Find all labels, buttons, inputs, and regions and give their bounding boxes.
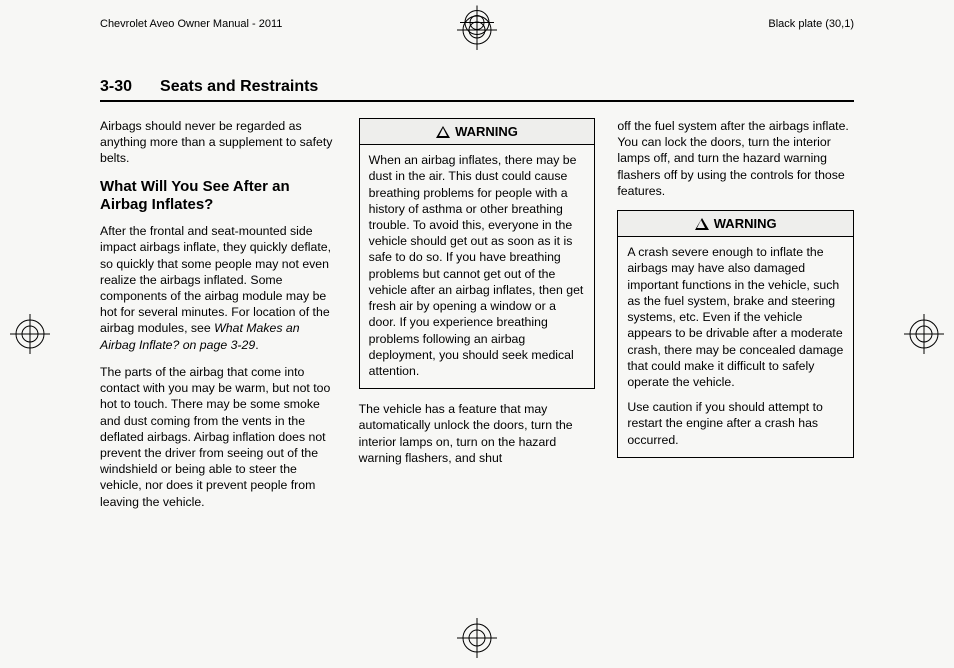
warning-header: WARNING bbox=[618, 211, 853, 237]
warning-text: A crash severe enough to inflate the air… bbox=[627, 244, 844, 390]
body-paragraph: The parts of the airbag that come into c… bbox=[100, 364, 337, 510]
body-paragraph: The vehicle has a feature that may autom… bbox=[359, 401, 596, 466]
warning-box: WARNING When an airbag inflates, there m… bbox=[359, 118, 596, 389]
warning-text: Use caution if you should attempt to res… bbox=[627, 399, 844, 448]
warning-header: WARNING bbox=[360, 119, 595, 145]
page-content: 3-30 Seats and Restraints Airbags should… bbox=[100, 78, 854, 604]
column-2: WARNING When an airbag inflates, there m… bbox=[359, 118, 596, 521]
warning-text: When an airbag inflates, there may be du… bbox=[369, 152, 586, 379]
crop-mark-right bbox=[904, 314, 944, 354]
warning-label: WARNING bbox=[455, 123, 518, 140]
column-3: off the fuel system after the airbags in… bbox=[617, 118, 854, 521]
warning-icon bbox=[436, 126, 450, 138]
column-1: Airbags should never be regarded as anyt… bbox=[100, 118, 337, 521]
title-row: 3-30 Seats and Restraints bbox=[100, 78, 854, 102]
body-text: . bbox=[255, 338, 258, 352]
warning-body: When an airbag inflates, there may be du… bbox=[360, 145, 595, 388]
header-doc-title: Chevrolet Aveo Owner Manual - 2011 bbox=[100, 18, 282, 30]
page-number: 3-30 bbox=[100, 78, 132, 96]
warning-body: A crash severe enough to inflate the air… bbox=[618, 237, 853, 457]
warning-label: WARNING bbox=[714, 215, 777, 232]
body-paragraph: After the frontal and seat-mounted side … bbox=[100, 223, 337, 353]
header-reg-mark bbox=[460, 6, 494, 43]
crop-mark-left bbox=[10, 314, 50, 354]
crop-mark-bottom bbox=[457, 618, 497, 658]
warning-box: WARNING A crash severe enough to inflate… bbox=[617, 210, 854, 458]
section-title: Seats and Restraints bbox=[160, 78, 318, 96]
body-columns: Airbags should never be regarded as anyt… bbox=[100, 118, 854, 521]
print-header: Chevrolet Aveo Owner Manual - 2011 Black… bbox=[100, 18, 854, 30]
body-paragraph: off the fuel system after the airbags in… bbox=[617, 118, 854, 199]
body-text: After the frontal and seat-mounted side … bbox=[100, 224, 331, 335]
header-plate-info: Black plate (30,1) bbox=[768, 18, 854, 30]
subsection-heading: What Will You See After an Airbag Inflat… bbox=[100, 178, 337, 216]
warning-icon bbox=[695, 218, 709, 230]
intro-paragraph: Airbags should never be regarded as anyt… bbox=[100, 118, 337, 167]
